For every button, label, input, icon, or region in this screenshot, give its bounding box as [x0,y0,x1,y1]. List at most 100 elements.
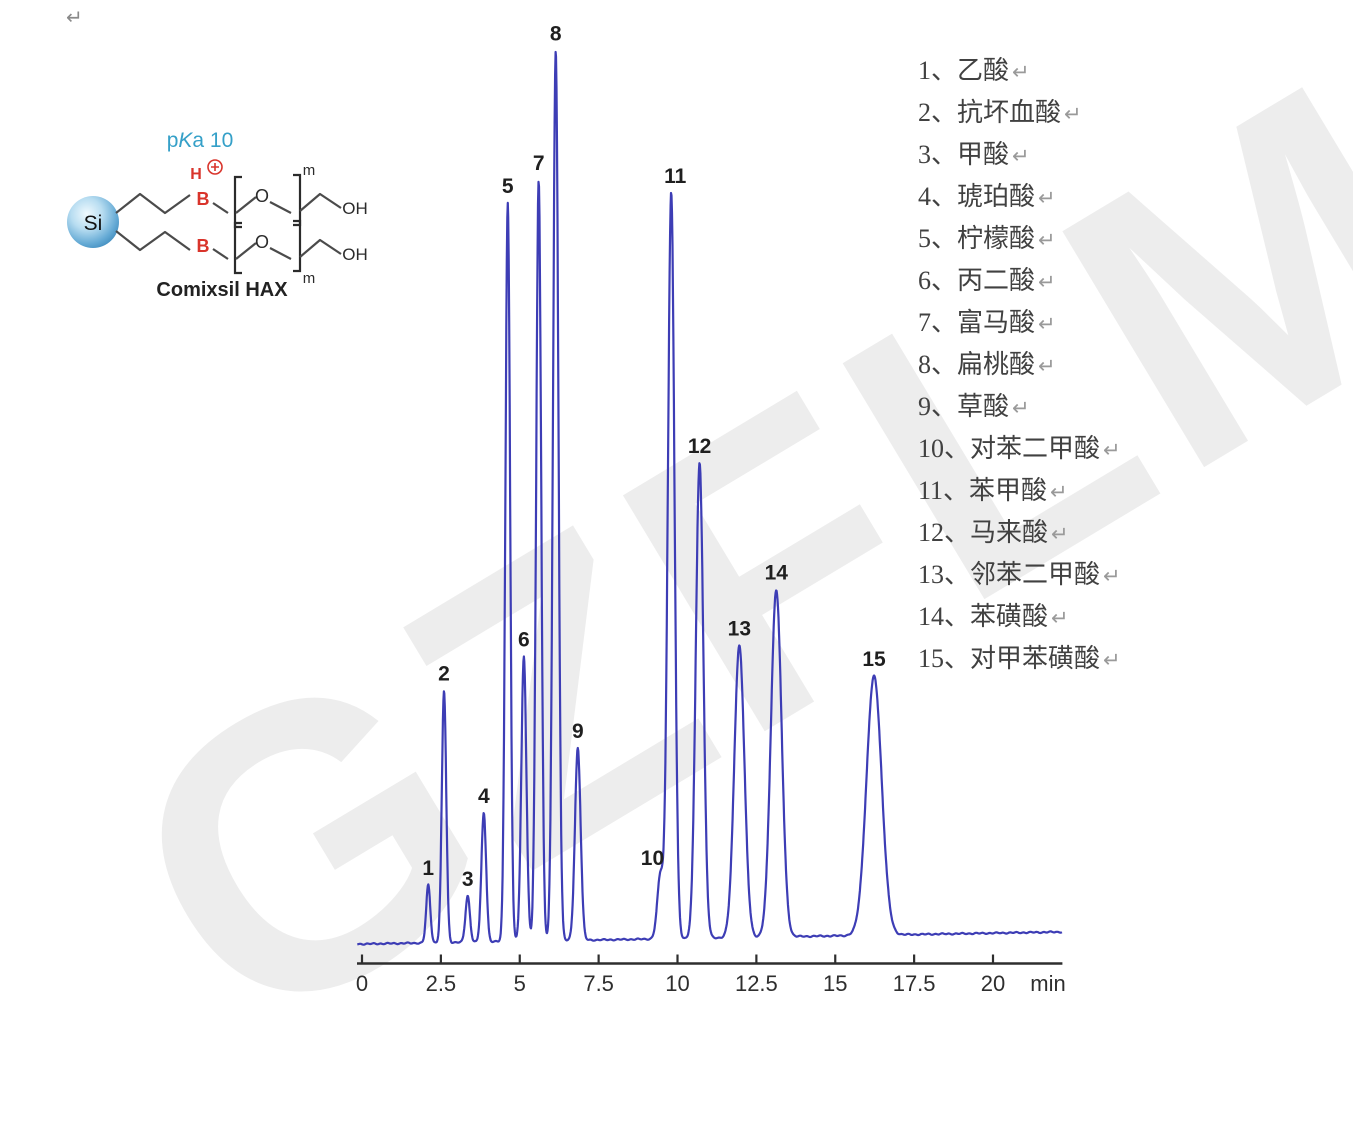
chromatogram-plot: 0 2.5 5 7.5 10 12.5 15 17.5 20 min123456789101112… [356,23,1066,996]
return-mark-icon: ↵ [1038,271,1056,294]
return-mark-icon: ↵ [66,7,83,29]
return-mark-icon: ↵ [1038,355,1056,378]
peak-legend: 1、乙酸 ↵ 2、抗坏血酸 ↵ 3、甲酸 ↵ 4、琥珀酸 ↵ 5、柠檬酸 ↵ 6、丙二酸 ↵… [918,50,1353,680]
legend-item: 5、柠檬酸 ↵ [918,218,1353,260]
peak-number-label: 9 [572,720,584,743]
legend-item: 12、马来酸 ↵ [918,512,1353,554]
legend-item: 6、丙二酸 ↵ [918,260,1353,302]
legend-item-label: 15、对甲苯磺酸 [918,644,1101,673]
legend-item-label: 13、邻苯二甲酸 [918,560,1101,589]
x-axis-unit-label: min [1030,971,1065,996]
structure-drawing: pKa 10 Si H B O m OH B O m OH Comixsil H… [67,129,368,301]
si-sphere [67,196,119,248]
peak-number-label: 13 [728,618,751,641]
legend-item-label: 7、富马酸 [918,308,1036,337]
return-mark-icon: ↵ [1103,565,1121,588]
legend-item-label: 12、马来酸 [918,518,1049,547]
hydroxyl-label: OH [342,245,368,264]
peak-number-label: 10 [641,847,664,870]
peak-number-label: 15 [862,648,886,671]
legend-item-label: 2、抗坏血酸 [918,98,1062,127]
return-mark-icon: ↵ [1103,649,1121,672]
bond-line [235,196,257,214]
return-mark-icon: ↵ [1050,481,1068,504]
x-axis-tick-label: 5 [514,971,526,996]
bond-line [299,238,342,258]
x-axis-tick-label: 15 [823,971,847,996]
oxygen-label: O [255,232,269,252]
oxygen-label: O [255,186,269,206]
bracket-close-icon [293,219,302,273]
peak-number-label: 5 [502,175,514,198]
repeat-m-label: m [303,270,316,287]
peak-number-label: 1 [422,857,434,880]
peak-number-label: 8 [550,23,562,46]
peak-number-label: 6 [518,628,530,651]
return-mark-icon: ↵ [1012,397,1030,420]
peak-number-label: 12 [688,435,711,458]
return-mark-icon: ↵ [1038,313,1056,336]
legend-item-label: 5、柠檬酸 [918,224,1036,253]
legend-item: 4、琥珀酸 ↵ [918,176,1353,218]
legend-item: 14、苯磺酸 ↵ [918,596,1353,638]
legend-item-label: 3、甲酸 [918,140,1010,169]
legend-item: 13、邻苯二甲酸 ↵ [918,554,1353,596]
boron-label: B [197,189,210,209]
bond-line [115,192,191,215]
peak-number-label: 3 [462,868,474,891]
repeat-m-label: m [303,162,316,179]
legend-item: 3、甲酸 ↵ [918,134,1353,176]
bracket-close-icon [293,173,302,227]
peak-number-label: 14 [765,562,789,585]
peak-number-label: 7 [533,152,545,175]
chromatogram-trace [356,50,1063,946]
return-mark-icon: ↵ [1051,523,1069,546]
bracket-open-icon [233,175,242,229]
legend-item-label: 14、苯磺酸 [918,602,1049,631]
pka-label: pKa 10 [167,129,234,152]
x-axis-tick-label: 20 [981,971,1005,996]
bond-line [269,247,292,260]
bond-line [115,230,191,252]
peak-number-label: 2 [438,663,450,686]
legend-item: 9、草酸 ↵ [918,386,1353,428]
legend-item: 1、乙酸 ↵ [918,50,1353,92]
x-axis-tick-label: 12.5 [735,971,778,996]
bond-line [212,202,229,214]
legend-item: 11、苯甲酸 ↵ [918,470,1353,512]
return-mark-icon: ↵ [1012,145,1030,168]
column-structure-figure: pKa 10 Si H B O m OH B O m OH Comixsil H… [50,115,370,301]
x-axis-tick-label: 7.5 [583,971,614,996]
legend-item: 15、对甲苯磺酸 ↵ [918,638,1353,680]
peak-number-label: 4 [478,785,490,808]
legend-item-label: 1、乙酸 [918,56,1010,85]
return-mark-icon: ↵ [1103,439,1121,462]
bond-line [269,201,292,214]
plus-charge-icon [211,163,219,171]
bracket-open-icon [233,221,242,275]
legend-item: 10、对苯二甲酸 ↵ [918,428,1353,470]
boron-label: B [197,236,210,256]
si-label: Si [84,212,103,235]
return-mark-icon: ↵ [1012,61,1030,84]
legend-item: 8、扁桃酸 ↵ [918,344,1353,386]
structure-caption: Comixsil HAX [156,279,288,300]
legend-item-label: 8、扁桃酸 [918,350,1036,379]
plus-charge-icon [207,159,223,175]
x-axis-tick-label: 0 [356,971,368,996]
legend-item: 2、抗坏血酸 ↵ [918,92,1353,134]
x-axis-tick-label: 17.5 [893,971,936,996]
return-mark-icon: ↵ [1064,103,1082,126]
x-axis-tick-label: 2.5 [426,971,457,996]
legend-item-label: 4、琥珀酸 [918,182,1036,211]
peak-number-label: 11 [664,165,687,188]
proton-label: H [190,166,202,183]
x-axis-tick-label: 10 [665,971,689,996]
bond-line [212,248,229,260]
return-mark-icon: ↵ [1051,607,1069,630]
legend-item-label: 10、对苯二甲酸 [918,434,1101,463]
legend-item: 7、富马酸 ↵ [918,302,1353,344]
return-mark-icon: ↵ [1038,187,1056,210]
bond-line [235,242,257,260]
return-mark-icon: ↵ [1038,229,1056,252]
